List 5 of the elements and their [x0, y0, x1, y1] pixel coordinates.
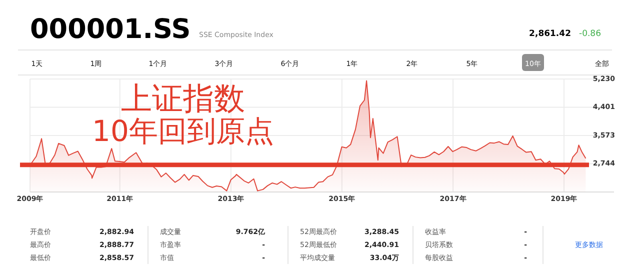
chart-title: 000001.SS: [30, 14, 191, 45]
text: -0.86: [579, 29, 601, 39]
annotation: 上证指数: [121, 81, 245, 117]
text: 2,861.42: [529, 29, 572, 39]
annotation: 10年回到原点: [92, 114, 274, 148]
